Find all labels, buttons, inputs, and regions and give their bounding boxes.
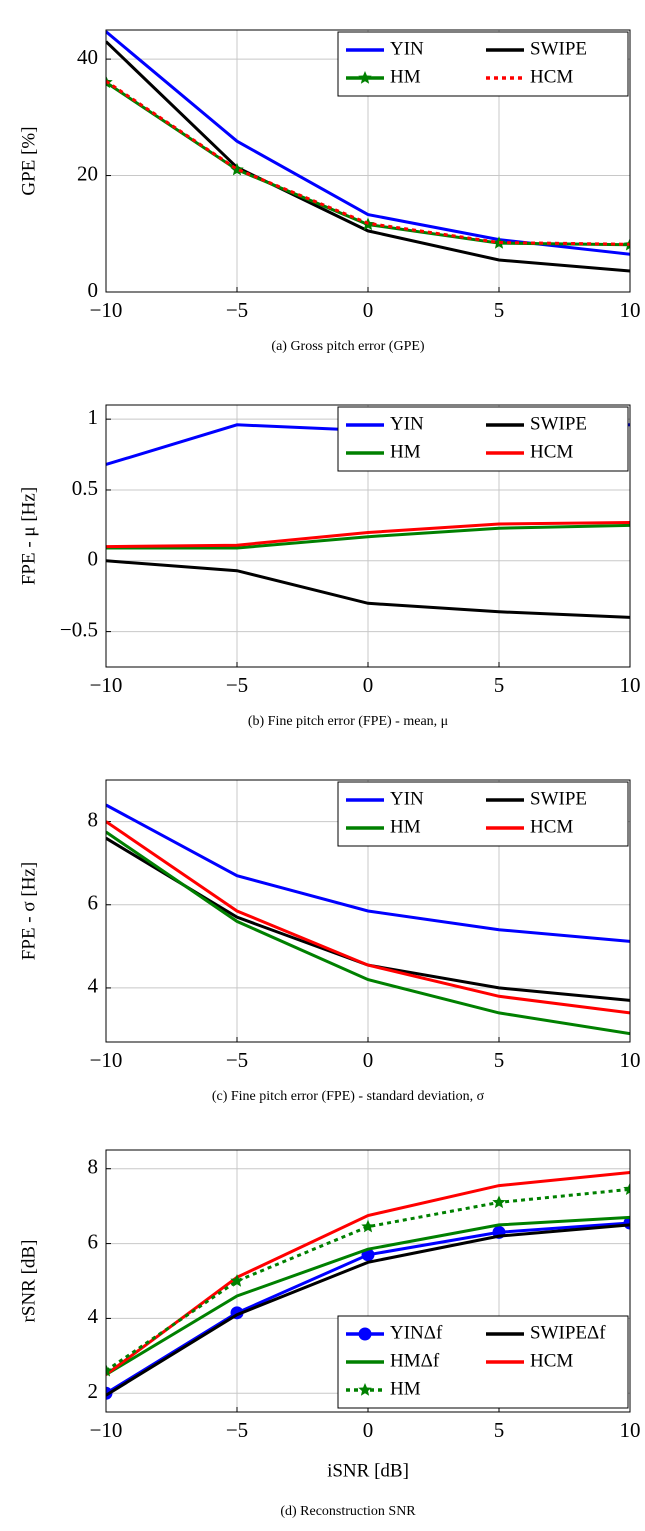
x-tick-label: 10 [620,673,641,697]
y-tick-label: 0 [88,547,99,571]
marker [492,236,506,249]
x-tick-label: 10 [620,1048,641,1072]
x-tick-label: −10 [90,673,123,697]
series-line [106,79,630,246]
legend-marker [358,71,372,84]
caption: (a) Gross pitch error (GPE) [271,339,425,354]
series-line [106,1223,630,1397]
legend-box [337,781,629,847]
y-tick-label: 4 [88,974,99,998]
x-tick-label: −10 [90,1048,123,1072]
x-tick-label: 0 [363,673,374,697]
legend-label: HM [390,441,421,462]
x-tick-label: −5 [226,1048,248,1072]
x-tick-label: −5 [226,298,248,322]
y-tick-label: 20 [77,161,98,185]
x-tick-label: −10 [90,1418,123,1442]
caption: (b) Fine pitch error (FPE) - mean, μ [248,714,448,729]
series-line [106,830,630,1036]
legend-label: HCM [530,816,573,837]
x-tick-label: 5 [494,673,505,697]
y-axis-label: FPE - μ [Hz] [18,487,39,585]
y-tick-label: 6 [88,891,99,915]
marker [623,237,630,251]
marker [492,1195,506,1209]
y-tick-label: 6 [88,1229,99,1253]
marker [361,1219,375,1233]
x-axis-label: iSNR [dB] [327,1460,409,1481]
x-tick-label: 10 [620,1418,641,1442]
legend-label: YIN [390,38,424,59]
x-tick-label: 5 [494,298,505,322]
x-tick-label: 10 [620,298,641,322]
y-tick-label: 8 [88,1155,99,1179]
x-tick-label: −5 [226,673,248,697]
legend-label: YINΔf [390,1322,443,1343]
legend-box [337,1315,629,1409]
y-tick-label: 2 [88,1379,99,1403]
plot-lines [106,803,630,1036]
legend-label: HM [390,66,421,87]
legend-label: HM [390,1378,421,1399]
marker [230,162,244,176]
x-tick-label: −10 [90,298,123,322]
plot-frame [105,404,631,668]
legend-box [337,406,629,472]
series-line [106,40,630,273]
series-line [106,1215,630,1376]
caption: (d) Reconstruction SNR [280,1504,416,1519]
y-tick-label: 0 [88,278,99,302]
legend-label: SWIPEΔf [530,1322,606,1343]
marker [106,1363,113,1377]
legend-label: HM [390,816,421,837]
legend-label: HCM [530,66,573,87]
plot-lines [106,30,630,273]
legend-label: SWIPE [530,788,587,809]
legend-label: HCM [530,441,573,462]
legend-label: YIN [390,788,424,809]
plot-lines [106,1171,630,1400]
y-tick-label: −0.5 [60,617,98,641]
x-tick-label: 5 [494,1048,505,1072]
caption: (c) Fine pitch error (FPE) - standard de… [212,1089,485,1104]
series-line [106,559,630,619]
y-tick-label: 40 [77,45,98,69]
legend-box [337,31,629,97]
x-tick-label: 5 [494,1418,505,1442]
legend-label: HMΔf [390,1350,440,1371]
legend-label: YIN [390,413,424,434]
y-tick-label: 0.5 [72,476,98,500]
series-line [106,521,630,549]
x-tick-label: −5 [226,1418,248,1442]
x-tick-label: 0 [363,1048,374,1072]
x-tick-label: 0 [363,298,374,322]
x-tick-label: 0 [363,1418,374,1442]
y-axis-label: rSNR [dB] [18,1240,39,1323]
legend-label: SWIPE [530,38,587,59]
y-axis-label: FPE - σ [Hz] [18,862,39,960]
y-tick-label: 4 [88,1304,99,1328]
legend-label: SWIPE [530,413,587,434]
series-line [106,820,630,1015]
series-line [106,1187,630,1373]
plot-frame [105,779,631,1043]
legend-marker [358,1327,372,1341]
y-axis-label: GPE [%] [18,126,39,195]
marker [623,1182,630,1195]
legend-label: HCM [530,1350,573,1371]
series-line [106,523,630,550]
plot-frame [105,1149,631,1413]
y-tick-label: 8 [88,807,99,831]
series-line [106,803,630,943]
legend-marker [358,1383,372,1396]
marker [230,1274,244,1287]
y-tick-label: 1 [88,405,99,429]
plot-frame [105,29,631,293]
